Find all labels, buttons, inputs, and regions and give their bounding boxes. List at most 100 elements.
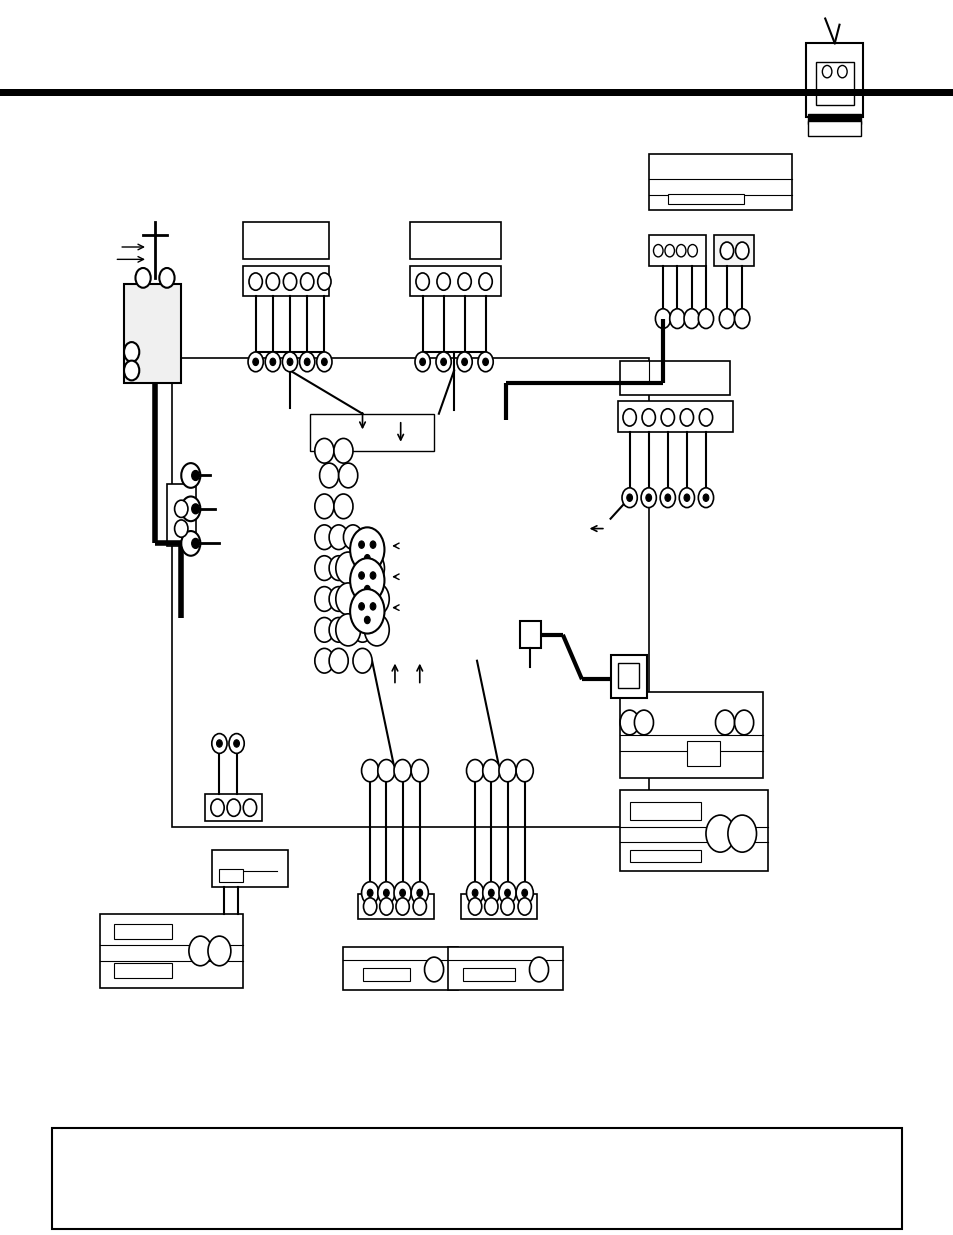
Circle shape: [321, 358, 327, 366]
Circle shape: [521, 889, 527, 897]
Circle shape: [350, 527, 384, 572]
Circle shape: [335, 614, 360, 646]
Bar: [219, 869, 243, 882]
Circle shape: [227, 799, 240, 816]
Circle shape: [395, 898, 409, 915]
Bar: [519, 621, 540, 648]
Circle shape: [440, 358, 446, 366]
Circle shape: [216, 740, 222, 747]
Circle shape: [329, 618, 348, 642]
Circle shape: [314, 587, 334, 611]
Circle shape: [659, 488, 675, 508]
Circle shape: [314, 525, 334, 550]
Circle shape: [664, 494, 670, 501]
Circle shape: [379, 898, 393, 915]
Bar: [172, 358, 648, 827]
Circle shape: [359, 552, 384, 584]
Circle shape: [500, 898, 514, 915]
Circle shape: [329, 587, 348, 611]
Bar: [343, 947, 457, 990]
Circle shape: [248, 352, 263, 372]
Circle shape: [399, 889, 405, 897]
Circle shape: [304, 358, 310, 366]
Circle shape: [419, 358, 425, 366]
Circle shape: [335, 552, 360, 584]
Bar: [619, 790, 767, 871]
Circle shape: [415, 352, 430, 372]
Bar: [310, 414, 434, 451]
Circle shape: [314, 556, 334, 580]
Circle shape: [477, 352, 493, 372]
Bar: [0, 89, 953, 96]
Circle shape: [484, 898, 497, 915]
Bar: [100, 914, 243, 988]
Circle shape: [358, 572, 364, 579]
Circle shape: [394, 882, 411, 904]
Circle shape: [466, 882, 483, 904]
Circle shape: [329, 525, 348, 550]
Circle shape: [699, 409, 712, 426]
Circle shape: [174, 500, 188, 517]
Circle shape: [314, 618, 334, 642]
Circle shape: [253, 358, 258, 366]
Circle shape: [734, 710, 753, 735]
Circle shape: [353, 618, 372, 642]
Bar: [629, 850, 700, 862]
Bar: [807, 121, 861, 136]
Circle shape: [687, 245, 697, 257]
Circle shape: [664, 245, 674, 257]
Circle shape: [734, 309, 749, 329]
Circle shape: [211, 799, 224, 816]
Bar: [362, 968, 410, 981]
Circle shape: [361, 760, 378, 782]
Circle shape: [192, 504, 199, 514]
Circle shape: [124, 361, 139, 380]
Circle shape: [383, 889, 389, 897]
Bar: [713, 235, 753, 266]
Bar: [807, 114, 861, 124]
Bar: [629, 802, 700, 820]
Circle shape: [416, 273, 429, 290]
Bar: [618, 663, 639, 688]
Circle shape: [683, 494, 689, 501]
Circle shape: [249, 273, 262, 290]
Circle shape: [655, 309, 670, 329]
Circle shape: [317, 273, 331, 290]
Circle shape: [348, 556, 367, 580]
Circle shape: [698, 309, 713, 329]
Circle shape: [192, 471, 199, 480]
Bar: [648, 235, 705, 266]
Circle shape: [364, 616, 370, 624]
Circle shape: [735, 242, 748, 259]
Circle shape: [641, 409, 655, 426]
Bar: [686, 741, 720, 766]
Circle shape: [516, 882, 533, 904]
Circle shape: [498, 882, 516, 904]
Circle shape: [411, 882, 428, 904]
Circle shape: [488, 889, 494, 897]
Circle shape: [361, 882, 378, 904]
Circle shape: [436, 352, 451, 372]
Bar: [357, 894, 434, 919]
Bar: [815, 62, 853, 105]
Circle shape: [181, 496, 200, 521]
Bar: [124, 284, 181, 383]
Circle shape: [705, 815, 734, 852]
Circle shape: [413, 898, 426, 915]
Bar: [167, 484, 195, 546]
Circle shape: [208, 936, 231, 966]
Circle shape: [377, 882, 395, 904]
Circle shape: [283, 273, 296, 290]
Circle shape: [377, 760, 395, 782]
Circle shape: [622, 409, 636, 426]
Circle shape: [498, 760, 516, 782]
Circle shape: [343, 525, 362, 550]
Circle shape: [367, 889, 373, 897]
Bar: [462, 968, 515, 981]
Circle shape: [461, 358, 467, 366]
Circle shape: [517, 898, 531, 915]
Circle shape: [837, 65, 846, 78]
Circle shape: [229, 734, 244, 753]
Circle shape: [358, 603, 364, 610]
Circle shape: [353, 587, 372, 611]
